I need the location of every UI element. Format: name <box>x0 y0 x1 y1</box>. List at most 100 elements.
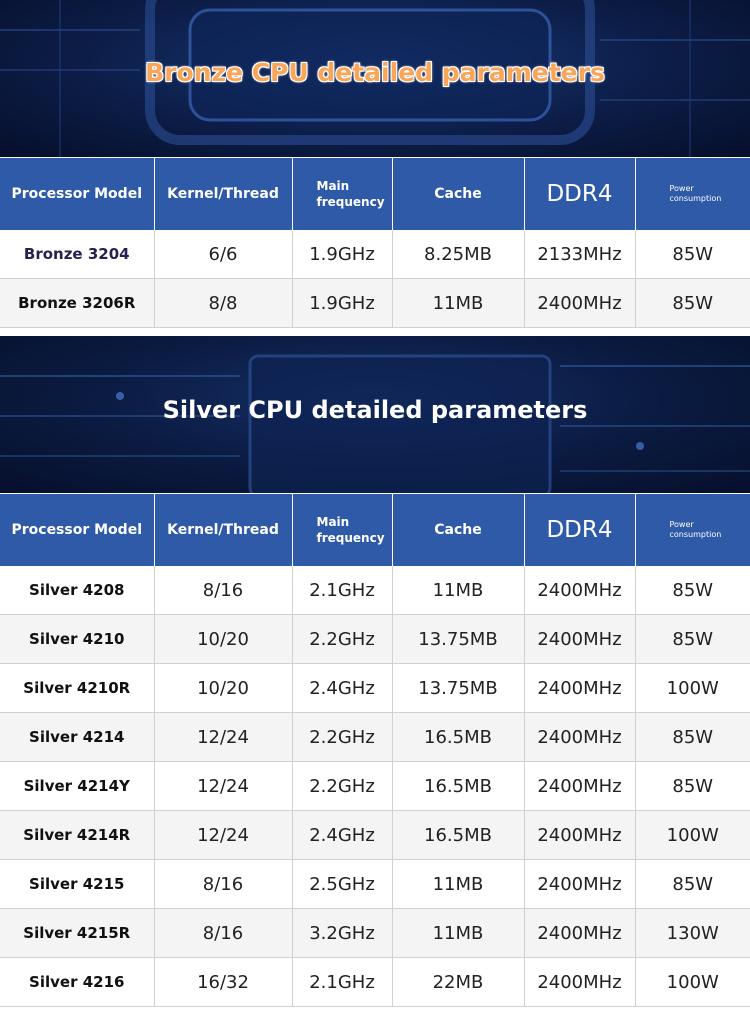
cell-cache: 11MB <box>392 908 525 958</box>
cell-frequency: 3.2GHz <box>292 908 393 958</box>
table-row: Silver 4208 8/16 2.1GHz 11MB 2400MHz 85W <box>0 566 750 615</box>
cell-model: Silver 4210R <box>0 663 155 713</box>
cell-ddr: 2400MHz <box>524 810 636 860</box>
cell-model: Silver 4214Y <box>0 761 155 811</box>
cell-model: Silver 4214 <box>0 712 155 762</box>
header-cache: Cache <box>392 493 525 566</box>
cell-cache: 16.5MB <box>392 712 525 762</box>
cell-model: Silver 4216 <box>0 957 155 1007</box>
cell-frequency: 1.9GHz <box>292 278 393 328</box>
cell-kernel: 6/6 <box>154 230 293 279</box>
table-row: Silver 4215R 8/16 3.2GHz 11MB 2400MHz 13… <box>0 908 750 958</box>
cell-frequency: 2.5GHz <box>292 859 393 909</box>
cell-cache: 8.25MB <box>392 230 525 279</box>
cell-power: 85W <box>635 712 750 762</box>
cell-kernel: 12/24 <box>154 712 293 762</box>
cell-kernel: 12/24 <box>154 761 293 811</box>
silver-table: Processor Model Kernel/Thread Main freque… <box>0 493 750 1007</box>
cell-frequency: 2.2GHz <box>292 614 393 664</box>
header-main-frequency: Main frequency <box>292 493 393 566</box>
cell-power: 85W <box>635 859 750 909</box>
cell-cache: 11MB <box>392 859 525 909</box>
cell-ddr: 2400MHz <box>524 566 636 615</box>
table-row: Silver 4214Y 12/24 2.2GHz 16.5MB 2400MHz… <box>0 761 750 811</box>
header-processor-model: Processor Model <box>0 493 155 566</box>
table-row: Bronze 3204 6/6 1.9GHz 8.25MB 2133MHz 85… <box>0 230 750 279</box>
cell-cache: 16.5MB <box>392 810 525 860</box>
cell-model: Silver 4215R <box>0 908 155 958</box>
cell-model: Silver 4208 <box>0 566 155 615</box>
silver-header-row: Processor Model Kernel/Thread Main freque… <box>0 493 750 566</box>
cell-kernel: 8/16 <box>154 566 293 615</box>
table-row: Silver 4216 16/32 2.1GHz 22MB 2400MHz 10… <box>0 957 750 1007</box>
cell-kernel: 8/16 <box>154 859 293 909</box>
cell-power: 100W <box>635 957 750 1007</box>
cell-model: Bronze 3204 <box>0 230 155 279</box>
cell-frequency: 2.2GHz <box>292 761 393 811</box>
table-row: Bronze 3206R 8/8 1.9GHz 11MB 2400MHz 85W <box>0 278 750 328</box>
cell-cache: 11MB <box>392 278 525 328</box>
cell-kernel: 8/8 <box>154 278 293 328</box>
bronze-table: Processor Model Kernel/Thread Main freque… <box>0 157 750 328</box>
cell-ddr: 2400MHz <box>524 712 636 762</box>
cell-frequency: 2.4GHz <box>292 810 393 860</box>
cell-power: 85W <box>635 230 750 279</box>
header-processor-model: Processor Model <box>0 157 155 230</box>
table-row: Silver 4214R 12/24 2.4GHz 16.5MB 2400MHz… <box>0 810 750 860</box>
cell-cache: 22MB <box>392 957 525 1007</box>
cell-kernel: 10/20 <box>154 663 293 713</box>
table-row: Silver 4210R 10/20 2.4GHz 13.75MB 2400MH… <box>0 663 750 713</box>
cell-power: 85W <box>635 614 750 664</box>
cell-cache: 16.5MB <box>392 761 525 811</box>
cell-model: Silver 4214R <box>0 810 155 860</box>
cell-ddr: 2400MHz <box>524 278 636 328</box>
cell-model: Silver 4215 <box>0 859 155 909</box>
header-ddr4: DDR4 <box>524 157 636 230</box>
table-row: Silver 4214 12/24 2.2GHz 16.5MB 2400MHz … <box>0 712 750 762</box>
cell-ddr: 2133MHz <box>524 230 636 279</box>
header-kernel-thread: Kernel/Thread <box>154 493 293 566</box>
section-gap <box>0 328 750 336</box>
cell-model: Silver 4210 <box>0 614 155 664</box>
cell-power: 100W <box>635 663 750 713</box>
bronze-header-row: Processor Model Kernel/Thread Main freque… <box>0 157 750 230</box>
silver-banner: Silver CPU detailed parameters <box>0 336 750 493</box>
cell-ddr: 2400MHz <box>524 761 636 811</box>
bronze-banner: Bronze CPU detailed parameters <box>0 0 750 157</box>
cell-power: 100W <box>635 810 750 860</box>
cell-cache: 13.75MB <box>392 663 525 713</box>
cell-frequency: 2.1GHz <box>292 566 393 615</box>
circuit-background <box>0 0 750 157</box>
cell-cache: 13.75MB <box>392 614 525 664</box>
cell-frequency: 2.1GHz <box>292 957 393 1007</box>
cell-model: Bronze 3206R <box>0 278 155 328</box>
table-row: Silver 4215 8/16 2.5GHz 11MB 2400MHz 85W <box>0 859 750 909</box>
header-ddr4: DDR4 <box>524 493 636 566</box>
cell-power: 85W <box>635 566 750 615</box>
cell-kernel: 10/20 <box>154 614 293 664</box>
cell-power: 85W <box>635 278 750 328</box>
cell-cache: 11MB <box>392 566 525 615</box>
header-power-consumption: Power consumption <box>635 157 750 230</box>
cell-kernel: 16/32 <box>154 957 293 1007</box>
cell-ddr: 2400MHz <box>524 859 636 909</box>
cell-power: 85W <box>635 761 750 811</box>
bronze-title: Bronze CPU detailed parameters <box>145 58 605 87</box>
cell-ddr: 2400MHz <box>524 614 636 664</box>
cell-frequency: 2.2GHz <box>292 712 393 762</box>
silver-title: Silver CPU detailed parameters <box>162 396 588 424</box>
cell-ddr: 2400MHz <box>524 908 636 958</box>
cell-ddr: 2400MHz <box>524 957 636 1007</box>
cell-kernel: 12/24 <box>154 810 293 860</box>
circuit-background <box>0 336 750 493</box>
cell-power: 130W <box>635 908 750 958</box>
cell-kernel: 8/16 <box>154 908 293 958</box>
header-kernel-thread: Kernel/Thread <box>154 157 293 230</box>
table-row: Silver 4210 10/20 2.2GHz 13.75MB 2400MHz… <box>0 614 750 664</box>
header-cache: Cache <box>392 157 525 230</box>
header-main-frequency: Main frequency <box>292 157 393 230</box>
cell-frequency: 2.4GHz <box>292 663 393 713</box>
cell-ddr: 2400MHz <box>524 663 636 713</box>
header-power-consumption: Power consumption <box>635 493 750 566</box>
cell-frequency: 1.9GHz <box>292 230 393 279</box>
